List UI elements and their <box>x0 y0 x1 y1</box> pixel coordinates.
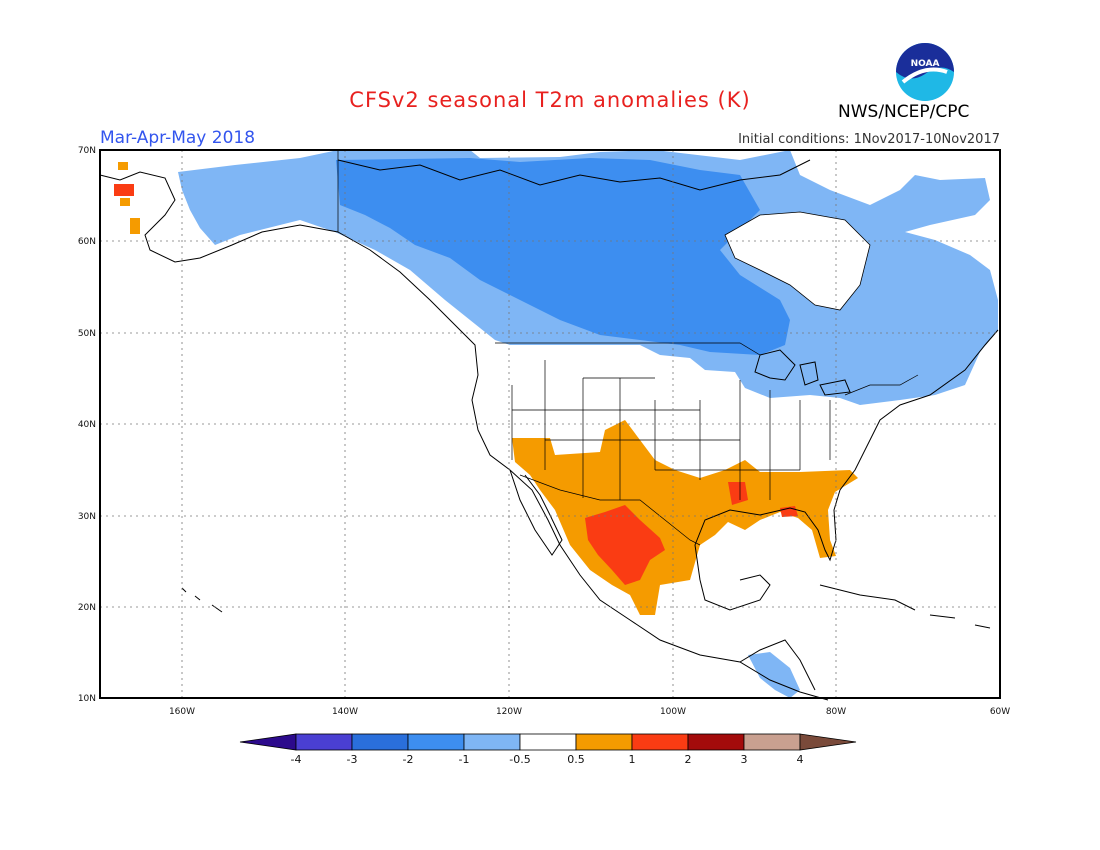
latitude-labels: 70N 60N 50N 40N 30N 20N 10N <box>78 146 96 704</box>
colorbar-segment <box>799 733 857 751</box>
colorbar: -4 -3 -2 -1 -0.5 0.5 1 2 3 4 <box>239 733 857 766</box>
colorbar-tick-label: 0.5 <box>567 753 585 766</box>
lat-label: 20N <box>78 603 96 613</box>
lat-label: 30N <box>78 512 96 522</box>
colorbar-segment <box>407 733 465 751</box>
cold-region-medium <box>336 158 790 355</box>
arctic-coast <box>337 159 811 191</box>
hawaii <box>181 587 223 613</box>
colorbar-tick-label: -3 <box>347 753 358 766</box>
hudson-bay <box>724 211 871 311</box>
alaska-coast <box>99 171 339 263</box>
lon-label: 120W <box>496 707 522 717</box>
colorbar-segment <box>519 733 577 751</box>
agency-label: NWS/NCEP/CPC <box>838 102 970 122</box>
lat-label: 10N <box>78 694 96 704</box>
colorbar-tick-label: 3 <box>741 753 748 766</box>
lat-label: 70N <box>78 146 96 156</box>
colorbar-tick-label: 2 <box>685 753 692 766</box>
warm-region-red-panhandle <box>780 506 798 517</box>
initial-conditions: Initial conditions: 1Nov2017-10Nov2017 <box>738 132 1000 147</box>
warm-region-alaska <box>118 162 140 234</box>
chart-title: CFSv2 seasonal T2m anomalies (K) <box>349 88 751 112</box>
lon-label: 60W <box>990 707 1010 717</box>
lat-label: 60N <box>78 237 96 247</box>
colorbar-segment <box>631 733 689 751</box>
cold-anomaly-regions <box>178 150 998 698</box>
colorbar-segment <box>743 733 801 751</box>
noaa-logo-text: NOAA <box>911 59 940 69</box>
us-canada-border <box>337 150 919 396</box>
central-america <box>739 639 816 691</box>
colorbar-segment <box>575 733 633 751</box>
political-borders <box>337 150 919 546</box>
map-frame <box>99 149 1001 699</box>
longitude-labels: 160W 140W 120W 100W 80W 60W <box>169 707 1010 717</box>
lon-label: 80W <box>826 707 846 717</box>
caribbean-islands <box>819 584 991 629</box>
colorbar-tick-label: -2 <box>403 753 414 766</box>
colorbar-tick-label: 1 <box>629 753 636 766</box>
graticule <box>100 150 1000 698</box>
colorbar-tick-label: -1 <box>459 753 470 766</box>
lat-label: 50N <box>78 329 96 339</box>
noaa-logo: NOAA <box>896 43 954 101</box>
cold-region-central-america <box>748 652 800 698</box>
warm-region-alaska-red <box>114 184 134 196</box>
us-mexico-border <box>519 474 701 546</box>
colorbar-tick-label: -0.5 <box>509 753 530 766</box>
lon-label: 100W <box>660 707 686 717</box>
colorbar-segment <box>239 733 297 751</box>
lon-label: 160W <box>169 707 195 717</box>
pacific-coast <box>337 231 829 701</box>
colorbar-segment <box>687 733 745 751</box>
colorbar-segment <box>463 733 521 751</box>
colorbar-tick-label: -4 <box>291 753 302 766</box>
colorbar-segment <box>295 733 353 751</box>
colorbar-segment <box>351 733 409 751</box>
colorbar-tick-label: 4 <box>797 753 804 766</box>
lon-label: 140W <box>332 707 358 717</box>
warm-region-red-lower-ms <box>728 482 748 505</box>
baja <box>509 469 563 556</box>
warm-anomaly-regions <box>114 162 858 615</box>
warm-region-orange <box>512 420 858 615</box>
yucatan <box>699 574 771 611</box>
great-lakes <box>754 349 851 396</box>
forecast-period: Mar-Apr-May 2018 <box>100 128 256 148</box>
lat-label: 40N <box>78 420 96 430</box>
warm-region-red <box>585 505 665 585</box>
state-lines <box>511 360 831 500</box>
